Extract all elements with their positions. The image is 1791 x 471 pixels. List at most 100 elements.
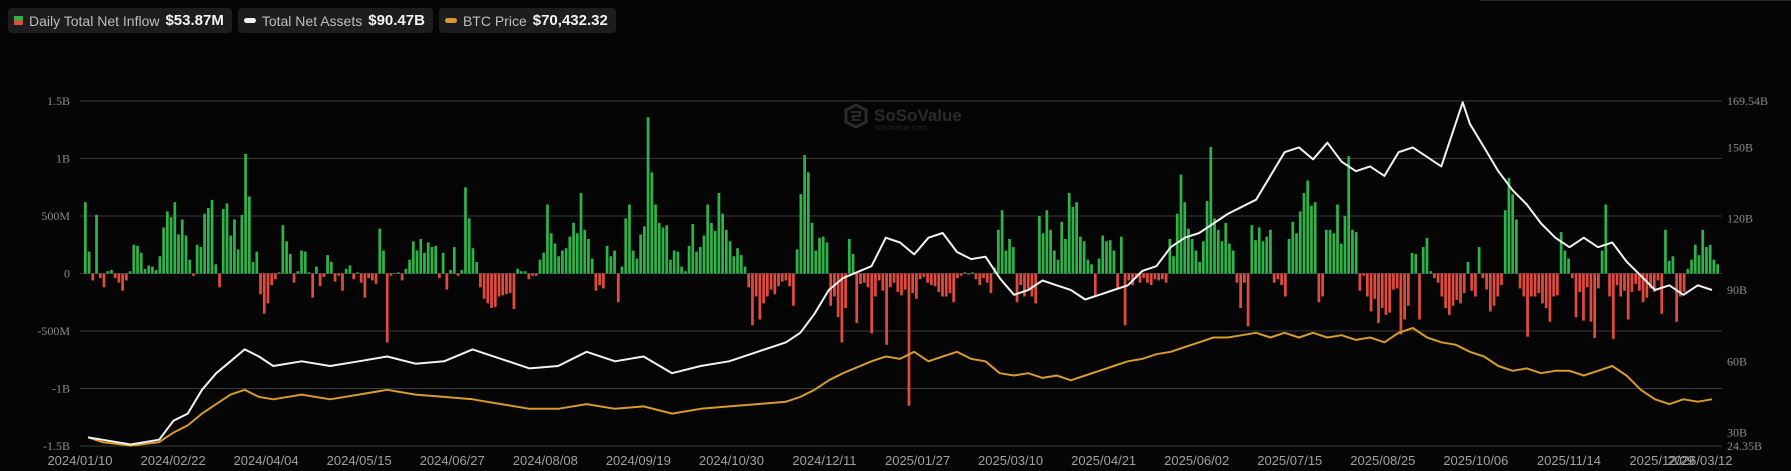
inflow-bar [724, 229, 728, 274]
inflow-bar [1306, 180, 1310, 274]
inflow-bar [676, 251, 680, 274]
inflow-bar [1105, 241, 1108, 274]
x-tick: 2026/03/12 [1667, 453, 1732, 468]
inflow-bar [1462, 273, 1466, 294]
inflow-bar [1470, 273, 1474, 291]
legend-item-total-net-assets[interactable]: Total Net Assets $90.47B [237, 8, 433, 33]
inflow-bar [1008, 239, 1011, 274]
inflow-bar [512, 273, 516, 310]
inflow-bar [151, 266, 154, 274]
inflow-bar [490, 273, 493, 308]
inflow-bar [274, 273, 277, 280]
inflow-bar [1429, 271, 1433, 274]
inflow-bar [1250, 225, 1254, 274]
inflow-bar [1630, 273, 1634, 292]
bar-swatch-icon [14, 16, 23, 25]
inflow-bar [1649, 273, 1652, 289]
inflow-bar [393, 272, 397, 274]
inflow-bar [370, 273, 374, 281]
inflow-bar [1641, 273, 1645, 303]
inflow-bar [1075, 202, 1079, 274]
legend-item-daily-net-inflow[interactable]: Daily Total Net Inflow $53.87M [8, 8, 232, 33]
inflow-bar [1474, 273, 1477, 297]
inflow-bar [195, 244, 199, 274]
inflow-bar [926, 273, 929, 283]
x-tick: 2024/02/22 [141, 453, 206, 468]
inflow-bar [1388, 273, 1392, 313]
inflow-bar [903, 273, 907, 290]
inflow-bar [203, 213, 206, 274]
inflow-bar [1209, 147, 1213, 274]
inflow-bar [1235, 273, 1239, 283]
inflow-bar [1339, 243, 1343, 274]
inflow-bar [1261, 241, 1265, 274]
inflow-bar [762, 273, 765, 304]
inflow-bar [803, 155, 806, 274]
inflow-bar [1529, 273, 1533, 297]
inflow-bar [564, 248, 568, 274]
y-left-tick: 1.5B [47, 94, 70, 108]
inflow-bar [1276, 273, 1280, 280]
inflow-bar [236, 249, 240, 274]
inflow-bar [1373, 273, 1377, 299]
inflow-bar [143, 268, 147, 274]
inflow-bar [1690, 259, 1693, 274]
inflow-bar [642, 226, 646, 274]
y-left-tick: 1B [56, 152, 70, 166]
inflow-bar [359, 273, 363, 283]
inflow-bar [698, 247, 702, 274]
x-tick: 2025/06/02 [1164, 453, 1229, 468]
legend-item-btc-price[interactable]: BTC Price $70,432.32 [438, 8, 616, 33]
inflow-bar [233, 219, 236, 274]
inflow-bar [568, 236, 572, 274]
inflow-bar [1712, 259, 1716, 274]
inflow-bar [952, 273, 956, 303]
inflow-bar [1623, 273, 1626, 291]
inflow-bar [121, 273, 124, 291]
inflow-bar [311, 273, 315, 298]
inflow-bar [1541, 273, 1544, 304]
inflow-bar [1488, 273, 1492, 312]
inflow-bar [650, 172, 654, 274]
inflow-bar [1123, 273, 1127, 326]
legend: Daily Total Net Inflow $53.87M Total Net… [8, 8, 616, 33]
inflow-bar [1120, 236, 1123, 274]
inflow-bar [1093, 273, 1097, 297]
inflow-bar [389, 273, 393, 276]
y-right-tick: 120B [1727, 212, 1753, 226]
inflow-bar [561, 250, 564, 274]
inflow-bar [1313, 202, 1317, 274]
inflow-bar [229, 235, 233, 274]
inflow-bar [374, 273, 378, 284]
inflow-bar [1242, 273, 1246, 283]
inflow-bar [1638, 273, 1641, 291]
inflow-bar [1537, 273, 1541, 294]
inflow-bar [1265, 236, 1269, 274]
inflow-bar [1492, 273, 1496, 306]
inflow-bar [516, 268, 520, 274]
inflow-bar [1034, 273, 1038, 304]
inflow-bar [814, 250, 818, 274]
inflow-bar [590, 258, 594, 274]
inflow-bar [1626, 273, 1630, 320]
inflow-bar [95, 214, 98, 274]
inflow-bar [1336, 204, 1339, 274]
inflow-bar [784, 273, 788, 281]
inflow-bar [434, 245, 438, 274]
inflow-bar [1153, 273, 1157, 280]
y-right-tick: 90B [1727, 283, 1747, 297]
inflow-bar [184, 235, 188, 274]
inflow-bar [546, 204, 549, 274]
inflow-bar [341, 273, 344, 291]
inflow-bar [482, 273, 486, 299]
inflow-bar [419, 239, 423, 274]
inflow-bar [657, 222, 661, 274]
inflow-bar [344, 268, 348, 274]
inflow-bar [1254, 240, 1257, 274]
inflow-bar [385, 273, 389, 343]
inflow-bar [438, 273, 441, 279]
inflow-bar [683, 271, 687, 274]
inflow-bar [769, 273, 773, 290]
inflow-bar [1716, 264, 1719, 274]
